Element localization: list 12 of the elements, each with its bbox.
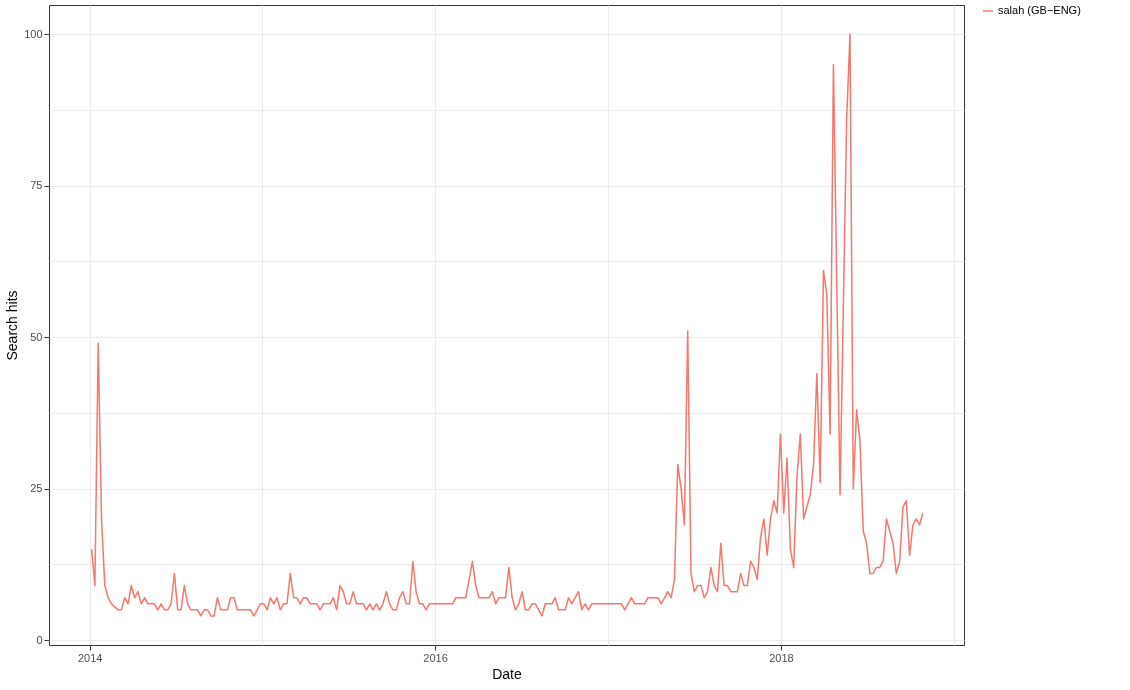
y-tick-label: 0 — [36, 633, 43, 646]
y-axis-title: Search hits — [4, 290, 21, 361]
y-tick-label: 25 — [30, 482, 43, 495]
x-tick-label: 2018 — [769, 651, 794, 664]
x-tick-label: 2016 — [423, 651, 448, 664]
legend-label: salah (GB−ENG) — [998, 4, 1081, 16]
x-tick-label: 2014 — [77, 651, 103, 664]
line-series — [90, 33, 924, 617]
y-tick-label: 50 — [30, 330, 43, 343]
x-axis-title: Date — [492, 665, 522, 682]
y-tick-label: 75 — [30, 179, 43, 192]
y-tick-label: 100 — [24, 27, 43, 40]
